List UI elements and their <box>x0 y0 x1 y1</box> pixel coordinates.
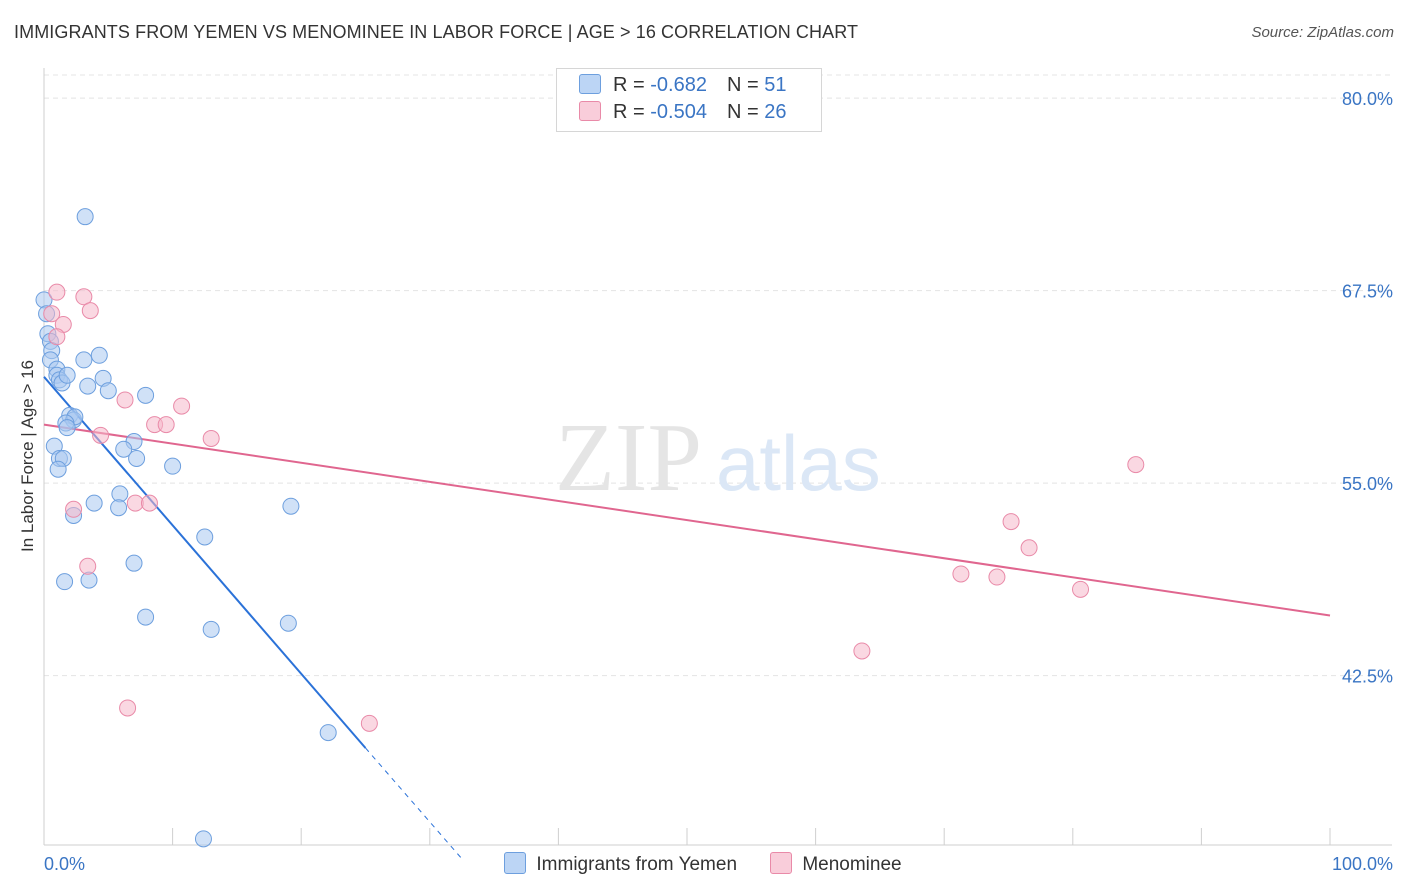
x-tick-label: 0.0% <box>44 854 85 874</box>
yemen-point <box>137 386 155 404</box>
menominee-point <box>988 568 1006 586</box>
legend-r-label: R = <box>613 74 651 96</box>
yemen-point <box>90 346 108 364</box>
menominee-point <box>43 305 61 323</box>
yemen-point <box>49 460 67 478</box>
menominee-point <box>81 302 99 320</box>
data-points <box>35 208 1145 848</box>
y-tick-label: 55.0% <box>1342 474 1393 494</box>
menominee-point <box>116 391 134 409</box>
menominee-point <box>48 283 66 301</box>
watermark-atlas: atlas <box>716 419 881 507</box>
yemen-point <box>85 494 103 512</box>
series-legend-yemen: Immigrants from Yemen <box>504 852 737 876</box>
grid-lines <box>44 74 1392 677</box>
menominee-point <box>1127 456 1145 474</box>
menominee-point <box>92 426 110 444</box>
y-tick-label: 67.5% <box>1342 282 1393 302</box>
menominee-point <box>79 557 97 575</box>
yemen-point <box>99 382 117 400</box>
menominee-point <box>65 500 83 518</box>
tick-labels: 42.5% 55.0% 67.5% 80.0% 0.0% 100.0% <box>44 89 1393 874</box>
series-legend: Immigrants from Yemen Menominee <box>0 852 1406 876</box>
legend-n-label: N = <box>726 74 765 96</box>
x-tick-label: 100.0% <box>1332 854 1393 874</box>
menominee-point <box>1002 513 1020 531</box>
yemen-point <box>76 208 94 226</box>
series-swatch-blue <box>504 852 527 874</box>
y-tick-label: 80.0% <box>1342 89 1393 109</box>
y-axis-label: In Labor Force | Age > 16 <box>18 359 37 553</box>
legend-row-yemen: R = -0.682 N = 51 <box>579 74 786 100</box>
menominee-point <box>952 565 970 583</box>
correlation-legend: R = -0.682 N = 51 R = -0.504 N = 26 <box>556 68 822 132</box>
menominee-point <box>853 642 871 660</box>
menominee-point <box>1020 539 1038 557</box>
legend-r-value: -0.682 <box>650 74 707 96</box>
yemen-trend-extension <box>365 747 463 860</box>
yemen-point <box>115 440 133 458</box>
menominee-point <box>126 494 144 512</box>
yemen-point <box>196 528 214 546</box>
yemen-point <box>110 499 128 517</box>
axes <box>43 68 1392 846</box>
yemen-point <box>164 457 182 475</box>
series-label-menominee: Menominee <box>802 854 902 875</box>
yemen-point <box>125 554 143 572</box>
y-tick-label: 42.5% <box>1342 667 1393 687</box>
yemen-point <box>58 419 76 437</box>
legend-swatch-pink <box>579 101 601 121</box>
menominee-point <box>140 494 158 512</box>
legend-n-value: 26 <box>764 101 787 123</box>
menominee-point <box>48 328 66 346</box>
yemen-point <box>319 724 337 742</box>
menominee-point <box>119 699 137 717</box>
legend-r-value: -0.504 <box>650 101 707 123</box>
yemen-point <box>202 620 220 638</box>
menominee-point <box>202 429 220 447</box>
yemen-point <box>75 351 93 369</box>
series-swatch-pink <box>770 852 793 874</box>
chart-title: IMMIGRANTS FROM YEMEN VS MENOMINEE IN LA… <box>14 22 859 42</box>
yemen-point <box>279 614 297 632</box>
yemen-point <box>194 830 212 848</box>
yemen-point <box>137 608 155 626</box>
yemen-point <box>58 366 76 384</box>
source-label: Source: ZipAtlas.com <box>1251 24 1394 41</box>
watermark-zip: ZIP <box>555 404 702 512</box>
menominee-point <box>360 714 378 732</box>
yemen-point <box>56 573 74 591</box>
series-label-yemen: Immigrants from Yemen <box>536 854 738 875</box>
legend-row-menominee: R = -0.504 N = 26 <box>579 101 786 127</box>
menominee-point <box>1072 580 1090 598</box>
yemen-point <box>128 449 146 467</box>
series-legend-menominee: Menominee <box>770 852 902 876</box>
yemen-point <box>282 497 300 515</box>
legend-swatch-blue <box>579 74 601 94</box>
legend-n-value: 51 <box>764 74 787 96</box>
watermark: ZIP atlas <box>555 404 881 512</box>
legend-r-label: R = <box>613 101 651 123</box>
menominee-point <box>157 416 175 434</box>
menominee-point <box>75 288 93 306</box>
menominee-point <box>173 397 191 415</box>
yemen-point <box>79 377 97 395</box>
legend-n-label: N = <box>726 101 765 123</box>
menominee-trend-line <box>43 423 1331 617</box>
